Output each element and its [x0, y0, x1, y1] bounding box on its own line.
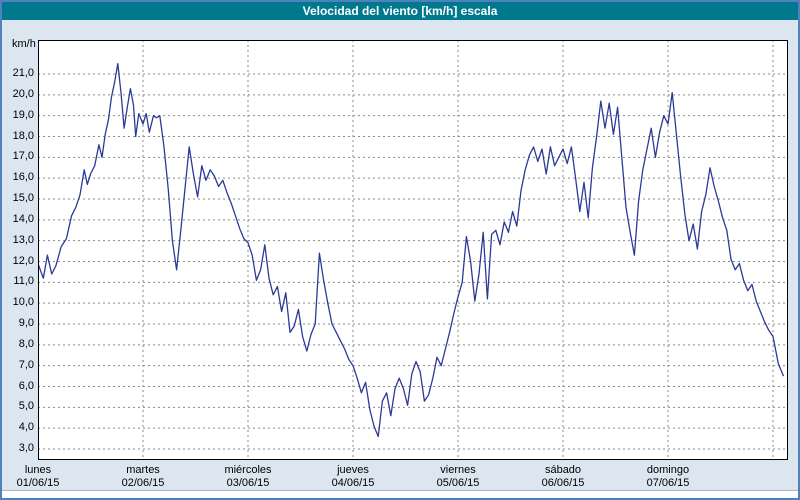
y-axis-unit-label: km/h: [12, 38, 36, 50]
y-tick-label: 8,0: [18, 337, 34, 350]
x-day-date: 05/06/15: [436, 477, 480, 489]
y-tick-label: 11,0: [13, 275, 34, 288]
x-day-name: miércoles: [224, 464, 272, 476]
y-tick-label: 21,0: [12, 67, 34, 79]
y-tick-label: 18,0: [12, 129, 34, 142]
x-day-label: lunes 01/06/15: [2, 464, 88, 490]
plot-background: [38, 40, 788, 460]
x-day-date: 04/06/15: [331, 477, 375, 489]
plot-border: [38, 40, 788, 460]
y-tick-label: 15,0: [12, 192, 34, 204]
chart-title-bar: Velocidad del viento [km/h] escala: [2, 2, 798, 20]
x-day-label: viernes 05/06/15: [408, 464, 508, 490]
y-tick-label: 14,0: [12, 212, 34, 225]
x-day-label: jueves 04/06/15: [303, 464, 403, 490]
x-day-label: martes 02/06/15: [93, 464, 193, 490]
x-day-name: martes: [126, 464, 160, 476]
wind-speed-plot: [38, 40, 788, 460]
x-day-name: viernes: [440, 464, 476, 476]
x-day-name: domingo: [646, 464, 690, 476]
y-tick-label: 17,0: [12, 150, 34, 163]
x-day-date: 03/06/15: [226, 477, 270, 489]
y-tick-label: 7,0: [18, 358, 34, 371]
x-day-date: 06/06/15: [541, 477, 585, 489]
y-tick-label: 6,0: [18, 379, 34, 392]
x-day-name: jueves: [337, 464, 369, 476]
chart-title: Velocidad del viento [km/h] escala: [302, 4, 498, 18]
x-day-name: lunes: [24, 464, 52, 476]
y-tick-label: 4,0: [18, 421, 34, 434]
bottom-strip: [2, 490, 798, 498]
y-tick-label: 10,0: [12, 296, 34, 309]
x-day-date: 01/06/15: [16, 477, 60, 489]
y-tick-label: 20,0: [12, 87, 34, 100]
y-tick-label: 12,0: [12, 254, 34, 267]
y-tick-label: 3,0: [18, 442, 34, 454]
y-tick-label: 9,0: [18, 317, 34, 329]
x-day-date: 02/06/15: [121, 477, 165, 489]
y-tick-label: 19,0: [12, 108, 34, 121]
wind-speed-line: [38, 62, 785, 438]
x-day-label: miércoles 03/06/15: [198, 464, 298, 490]
y-tick-label: 5,0: [18, 400, 34, 413]
x-day-label: sábado 06/06/15: [513, 464, 613, 490]
y-tick-label: 16,0: [12, 171, 34, 184]
y-tick-label: 13,0: [12, 233, 34, 246]
x-day-date: 07/06/15: [646, 477, 690, 489]
x-day-name: sábado: [544, 464, 582, 476]
x-day-label: domingo 07/06/15: [618, 464, 718, 490]
